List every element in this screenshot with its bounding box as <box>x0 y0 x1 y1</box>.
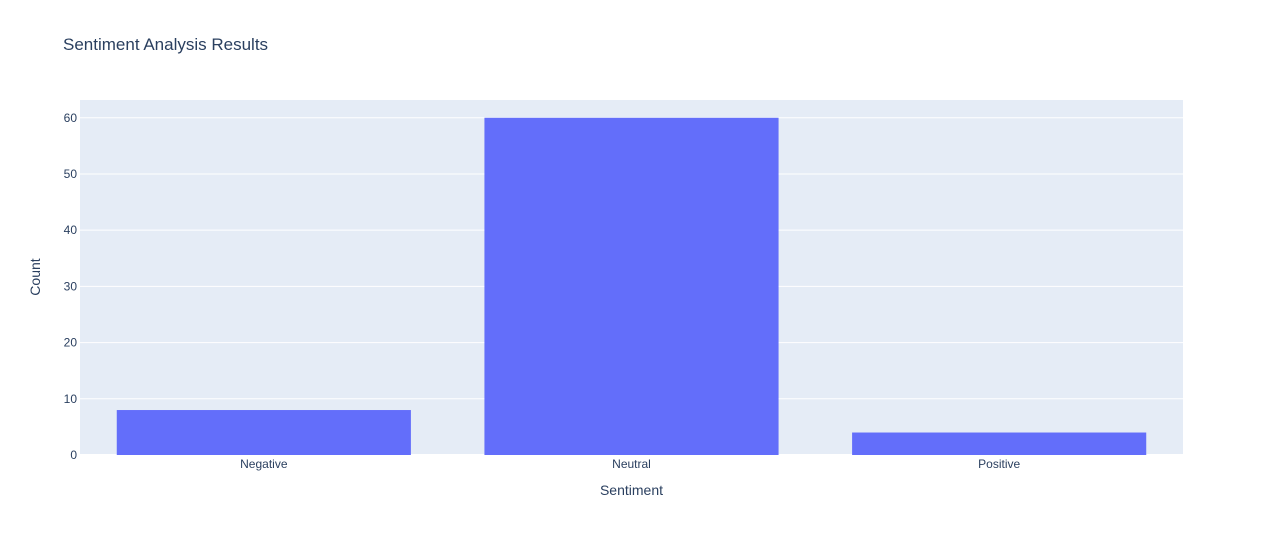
x-tick-label: Positive <box>978 457 1020 471</box>
y-tick-label: 0 <box>70 448 77 462</box>
bar-positive[interactable] <box>852 432 1147 455</box>
y-tick-label: 50 <box>64 167 78 181</box>
bars <box>116 117 1147 456</box>
y-tick-label: 60 <box>64 111 78 125</box>
x-axis-title: Sentiment <box>600 482 663 498</box>
x-tick-label: Negative <box>240 457 288 471</box>
y-tick-label: 10 <box>64 392 78 406</box>
y-tick-label: 20 <box>64 336 78 350</box>
y-axis-ticks: 0 10 20 30 40 50 60 <box>64 111 78 462</box>
y-tick-label: 40 <box>64 223 78 237</box>
chart-title: Sentiment Analysis Results <box>63 35 268 54</box>
x-axis-ticks: Negative Neutral Positive <box>240 457 1020 471</box>
bar-neutral[interactable] <box>484 117 779 456</box>
y-axis-title: Count <box>27 258 43 295</box>
y-tick-label: 30 <box>64 279 78 293</box>
bar-negative[interactable] <box>116 410 411 455</box>
x-tick-label: Neutral <box>612 457 651 471</box>
